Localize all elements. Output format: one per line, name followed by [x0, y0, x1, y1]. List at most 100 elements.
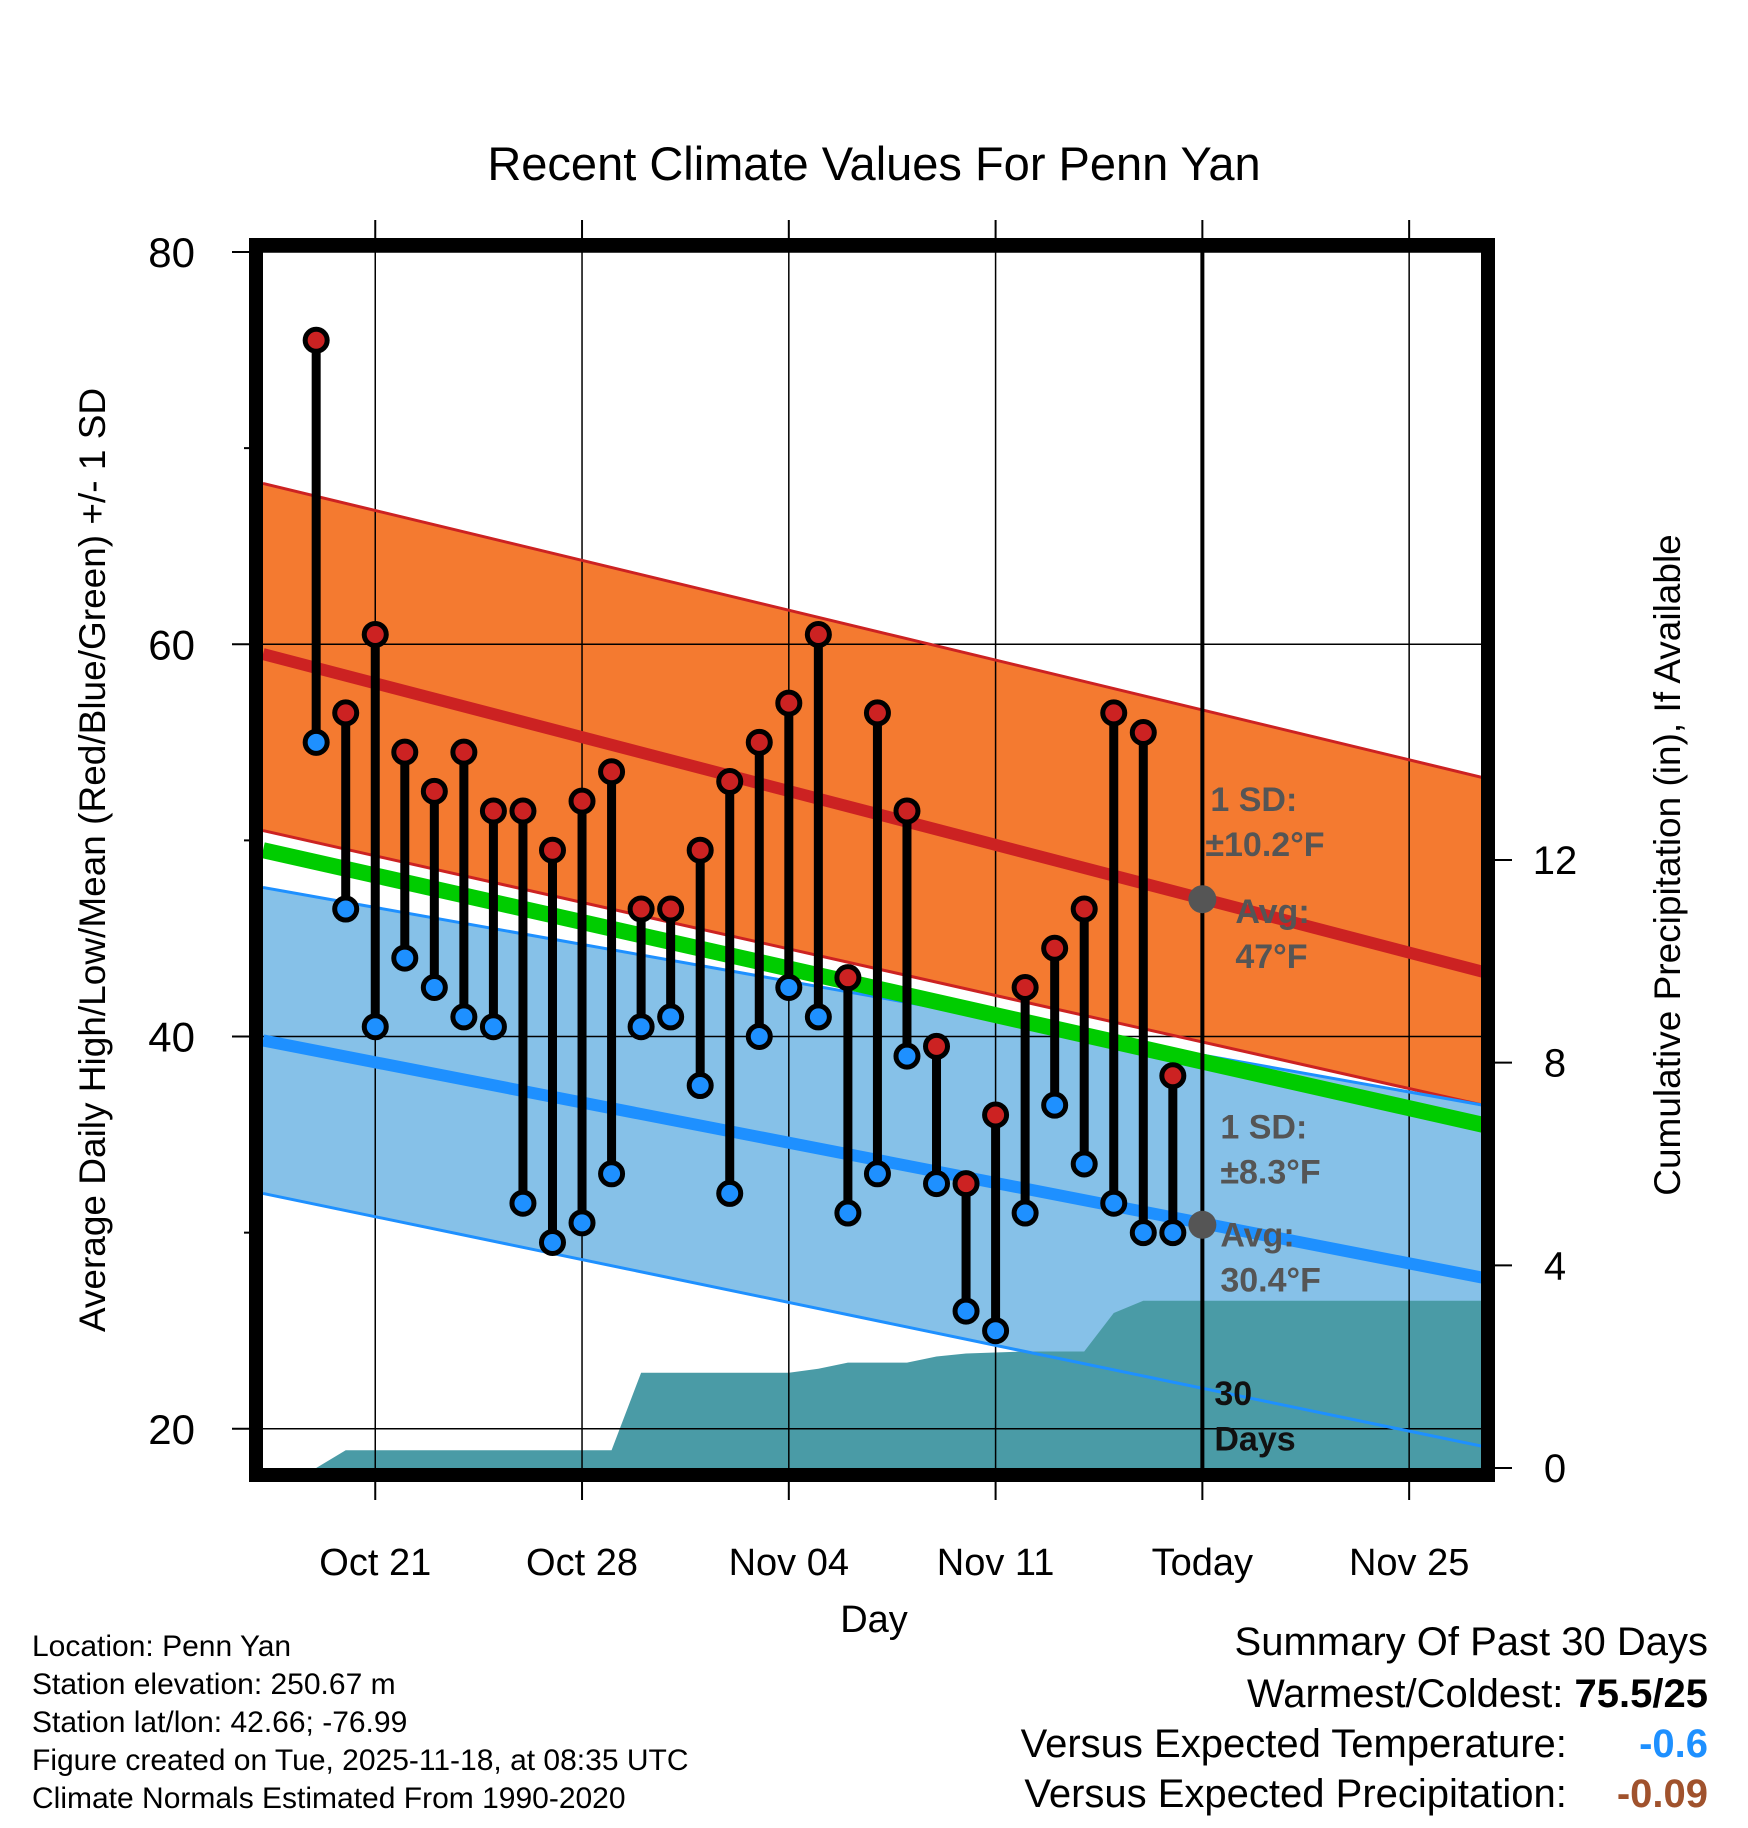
daily-low-point [361, 1013, 389, 1041]
daily-low-point [982, 1317, 1010, 1345]
low-sd-value: ±8.3°F [1220, 1154, 1320, 1192]
summary-precip-row: Versus Expected Precipitation: -0.09 [1024, 1772, 1708, 1817]
info-latlon: Station lat/lon: 42.66; -76.99 [32, 1706, 408, 1739]
daily-high-point [538, 836, 566, 864]
daily-low-point [568, 1209, 596, 1237]
daily-low-point [450, 1003, 478, 1031]
x-tick-label: Nov 04 [729, 1542, 849, 1584]
plot-area: 1 SD: ±10.2°F Avg: 47°F 1 SD: ±8.3°F Avg: 30.4°… [257, 251, 1483, 1470]
daily-low-point [302, 728, 330, 756]
daily-low-point [627, 1013, 655, 1041]
daily-high-point [804, 620, 832, 648]
period-days-number: 30 [1214, 1375, 1252, 1413]
daily-high-point [745, 728, 773, 756]
daily-high-point [1011, 973, 1039, 1001]
daily-low-point [952, 1297, 980, 1325]
daily-low-point [332, 895, 360, 923]
y-tick-label: 20 [148, 1406, 195, 1453]
daily-high-point [982, 1101, 1010, 1129]
y-axis-label: Average Daily High/Low/Mean (Red/Blue/Gr… [72, 388, 113, 1332]
x-tick-label: Nov 25 [1349, 1542, 1469, 1584]
daily-high-point [420, 777, 448, 805]
daily-high-point [686, 836, 714, 864]
high-sd-label: 1 SD: [1210, 781, 1297, 819]
daily-low-point [1070, 1150, 1098, 1178]
daily-high-point [1159, 1062, 1187, 1090]
y2-tick-label: 12 [1533, 839, 1578, 883]
daily-high-point [361, 620, 389, 648]
daily-high-point [479, 797, 507, 825]
daily-low-point [657, 1003, 685, 1031]
daily-high-point [716, 768, 744, 796]
daily-high-point [657, 895, 685, 923]
precip-area [257, 1300, 1483, 1470]
y-tick-label: 40 [148, 1014, 195, 1061]
low-avg-label: Avg: [1220, 1216, 1294, 1254]
station-info: Location: Penn Yan Station elevation: 25… [32, 1628, 689, 1818]
y2-tick-label: 0 [1544, 1447, 1566, 1491]
low-sd-lower-line [262, 1191, 1483, 1448]
summary-warmest-row: Warmest/Coldest: 75.5/25 [1247, 1672, 1708, 1717]
summary-precip-label: Versus Expected Precipitation: [1024, 1772, 1567, 1816]
daily-high-point [863, 699, 891, 727]
daily-low-point [686, 1072, 714, 1100]
daily-high-point [450, 738, 478, 766]
daily-high-point [598, 758, 626, 786]
summary-warmest-value: 75.5/25 [1574, 1672, 1708, 1716]
daily-high-point [1129, 719, 1157, 747]
y2-axis-label: Cumulative Precipitation (in), If Availa… [1647, 534, 1688, 1196]
summary-precip-value: -0.09 [1616, 1772, 1708, 1816]
y-tick-label: 60 [148, 621, 195, 668]
summary-title: Summary Of Past 30 Days [1234, 1620, 1708, 1664]
daily-high-point [509, 797, 537, 825]
daily-low-point [804, 1003, 832, 1031]
chart-title: Recent Climate Values For Penn Yan [487, 137, 1260, 190]
summary-temp-value: -0.6 [1639, 1722, 1708, 1766]
x-tick-label: Oct 21 [319, 1542, 431, 1584]
high-avg-value: 47°F [1235, 938, 1307, 976]
high-avg-point [1188, 885, 1217, 914]
daily-high-point [332, 699, 360, 727]
info-created: Figure created on Tue, 2025-11-18, at 08… [32, 1744, 689, 1777]
daily-low-point [716, 1179, 744, 1207]
low-avg-point [1188, 1210, 1217, 1239]
daily-high-point [834, 964, 862, 992]
daily-low-point [745, 1023, 773, 1051]
daily-high-point [391, 738, 419, 766]
x-tick-label: Nov 11 [937, 1542, 1055, 1584]
daily-high-point [568, 787, 596, 815]
daily-low-point [1100, 1189, 1128, 1217]
daily-low-point [1129, 1219, 1157, 1247]
daily-low-point [420, 973, 448, 1001]
low-avg-value: 30.4°F [1220, 1261, 1321, 1299]
daily-low-point [834, 1199, 862, 1227]
daily-high-point [1041, 934, 1069, 962]
daily-high-point [893, 797, 921, 825]
daily-low-point [893, 1042, 921, 1070]
summary-warmest-label: Warmest/Coldest: [1247, 1672, 1564, 1716]
y2-tick-label: 4 [1544, 1244, 1566, 1288]
x-tick-label: Today [1152, 1542, 1253, 1584]
summary-temp-label: Versus Expected Temperature: [1020, 1722, 1567, 1766]
daily-low-point [863, 1160, 891, 1188]
daily-high-point [302, 326, 330, 354]
daily-low-point [509, 1189, 537, 1217]
daily-high-point [1070, 895, 1098, 923]
y2-tick-label: 8 [1544, 1042, 1566, 1086]
daily-low-point [598, 1160, 626, 1188]
daily-low-point [391, 944, 419, 972]
summary-temp-row: Versus Expected Temperature: -0.6 [1021, 1722, 1708, 1767]
low-sd-label: 1 SD: [1220, 1109, 1307, 1147]
daily-high-point [775, 689, 803, 717]
daily-high-point [627, 895, 655, 923]
info-normals: Climate Normals Estimated From 1990-2020 [32, 1782, 626, 1815]
info-elevation: Station elevation: 250.67 m [32, 1668, 396, 1701]
high-avg-label: Avg: [1235, 893, 1309, 931]
x-axis-label: Day [840, 1599, 908, 1641]
daily-low-point [923, 1170, 951, 1198]
info-location: Location: Penn Yan [32, 1630, 292, 1663]
daily-low-point [1159, 1219, 1187, 1247]
daily-high-point [952, 1170, 980, 1198]
high-sd-value: ±10.2°F [1205, 826, 1324, 864]
